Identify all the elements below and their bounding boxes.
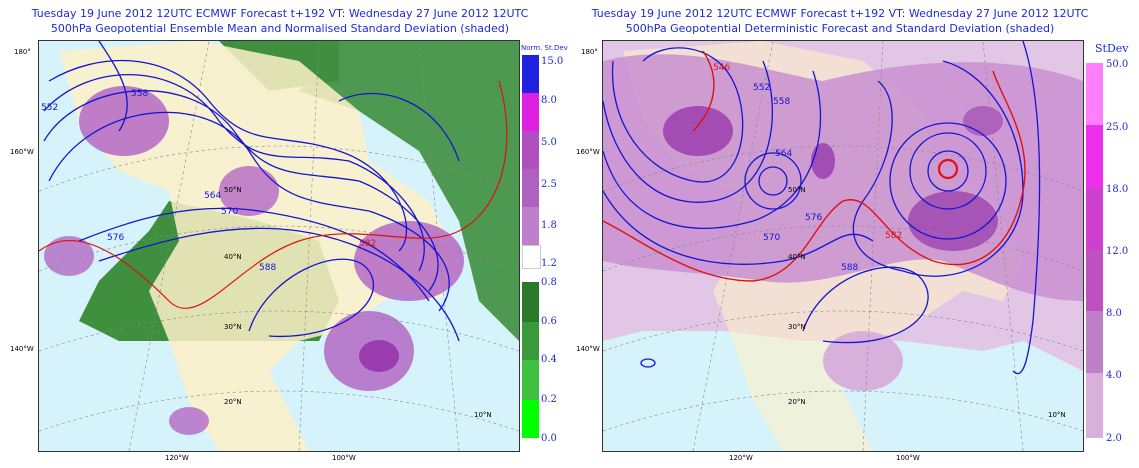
left-cb-label: 0.6 <box>541 316 557 327</box>
right-cb-label: 25.0 <box>1106 122 1129 133</box>
left-contour-label: 564 <box>204 191 222 201</box>
left-cb-swatch <box>522 55 539 93</box>
right-lat-50: 50°N <box>788 186 806 194</box>
left-title-line2: 500hPa Geopotential Ensemble Mean and No… <box>50 22 510 35</box>
left-title: Tuesday 19 June 2012 12UTC ECMWF Forecas… <box>0 6 560 36</box>
left-contour-label: 588 <box>259 263 277 273</box>
right-contour-label: 576 <box>805 213 823 223</box>
left-colorbar-title: Norm. St.Dev <box>521 44 568 52</box>
right-cb-swatch <box>1086 63 1103 125</box>
left-cb-swatch <box>522 93 539 131</box>
left-cb-label: 8.0 <box>541 95 557 106</box>
right-lat-20: 20°N <box>788 398 806 406</box>
right-lon-100w: 100°W <box>896 454 920 462</box>
right-cb-label: 50.0 <box>1106 59 1129 70</box>
right-lat-40: 40°N <box>788 253 806 261</box>
right-lat-30: 30°N <box>788 323 806 331</box>
left-contour-label: 576 <box>107 233 125 243</box>
left-lat-30: 30°N <box>224 323 242 331</box>
right-cb-label: 4.0 <box>1106 370 1122 381</box>
right-title: Tuesday 19 June 2012 12UTC ECMWF Forecas… <box>560 6 1120 36</box>
left-lat-20: 20°N <box>224 398 242 406</box>
left-cb-label: 1.8 <box>541 220 557 231</box>
right-cb-swatch <box>1086 249 1103 311</box>
right-lon-180: 180° <box>581 48 598 56</box>
left-contour-label: 558 <box>131 89 149 99</box>
right-cb-swatch <box>1086 311 1103 373</box>
left-map <box>39 41 519 451</box>
right-contour-label: 546 <box>713 63 731 73</box>
left-title-line1: Tuesday 19 June 2012 12UTC ECMWF Forecas… <box>31 7 529 20</box>
left-cb-swatch <box>522 400 539 438</box>
left-lon-160w: 160°W <box>10 148 34 156</box>
left-cb-swatch <box>522 207 539 245</box>
right-cb-swatch <box>1086 373 1103 438</box>
left-cb-label: 0.8 <box>541 277 557 288</box>
left-cb-swatch <box>522 282 539 322</box>
right-contour-label: 582 <box>885 231 903 241</box>
right-contour-label: 564 <box>775 149 793 159</box>
left-cb-swatch <box>522 245 541 269</box>
left-cb-label: 0.0 <box>541 433 557 444</box>
right-lat-10: 10°N <box>1048 411 1066 419</box>
left-cb-label: 0.2 <box>541 394 557 405</box>
left-cb-swatch <box>522 169 539 207</box>
right-contour-label: 570 <box>763 233 781 243</box>
right-lon-140w: 140°W <box>576 345 600 353</box>
right-colorbar-title: StDev <box>1095 42 1129 55</box>
left-lat-10: 10°N <box>474 411 492 419</box>
left-cb-swatch <box>522 360 539 400</box>
right-map <box>603 41 1083 451</box>
right-cb-label: 8.0 <box>1106 308 1122 319</box>
right-cb-label: 18.0 <box>1106 184 1129 195</box>
left-lon-100w: 100°W <box>332 454 356 462</box>
right-title-line2: 500hPa Geopotential Deterministic Foreca… <box>625 22 1055 35</box>
left-lat-50: 50°N <box>224 186 242 194</box>
right-cb-label: 2.0 <box>1106 433 1122 444</box>
left-cb-label: 1.2 <box>541 258 557 269</box>
right-map-panel: 546 552 558 564 570 576 582 588 50°N 40°… <box>602 40 1084 452</box>
right-lon-160w: 160°W <box>576 148 600 156</box>
left-cb-label: 0.4 <box>541 354 557 365</box>
left-map-panel: 552 558 564 570 576 582 588 50°N 40°N 30… <box>38 40 520 452</box>
right-cb-label: 12.0 <box>1106 246 1129 257</box>
left-cb-swatch <box>522 131 539 169</box>
left-contour-label: 582 <box>359 239 377 249</box>
left-lat-40: 40°N <box>224 253 242 261</box>
right-cb-swatch <box>1086 187 1103 249</box>
left-cb-label: 15.0 <box>541 56 564 67</box>
left-contour-label: 552 <box>41 103 59 113</box>
right-contour-label: 552 <box>753 83 771 93</box>
right-contour-label: 558 <box>773 97 791 107</box>
left-cb-label: 5.0 <box>541 137 557 148</box>
right-cb-swatch <box>1086 125 1103 187</box>
right-contour-label: 588 <box>841 263 859 273</box>
left-lon-140w: 140°W <box>10 345 34 353</box>
left-cb-label: 2.5 <box>541 179 557 190</box>
right-lon-120w: 120°W <box>729 454 753 462</box>
left-lon-120w: 120°W <box>165 454 189 462</box>
right-title-line1: Tuesday 19 June 2012 12UTC ECMWF Forecas… <box>591 7 1089 20</box>
left-lon-180: 180° <box>14 48 31 56</box>
left-cb-swatch <box>522 322 539 360</box>
left-contour-label: 570 <box>221 207 239 217</box>
